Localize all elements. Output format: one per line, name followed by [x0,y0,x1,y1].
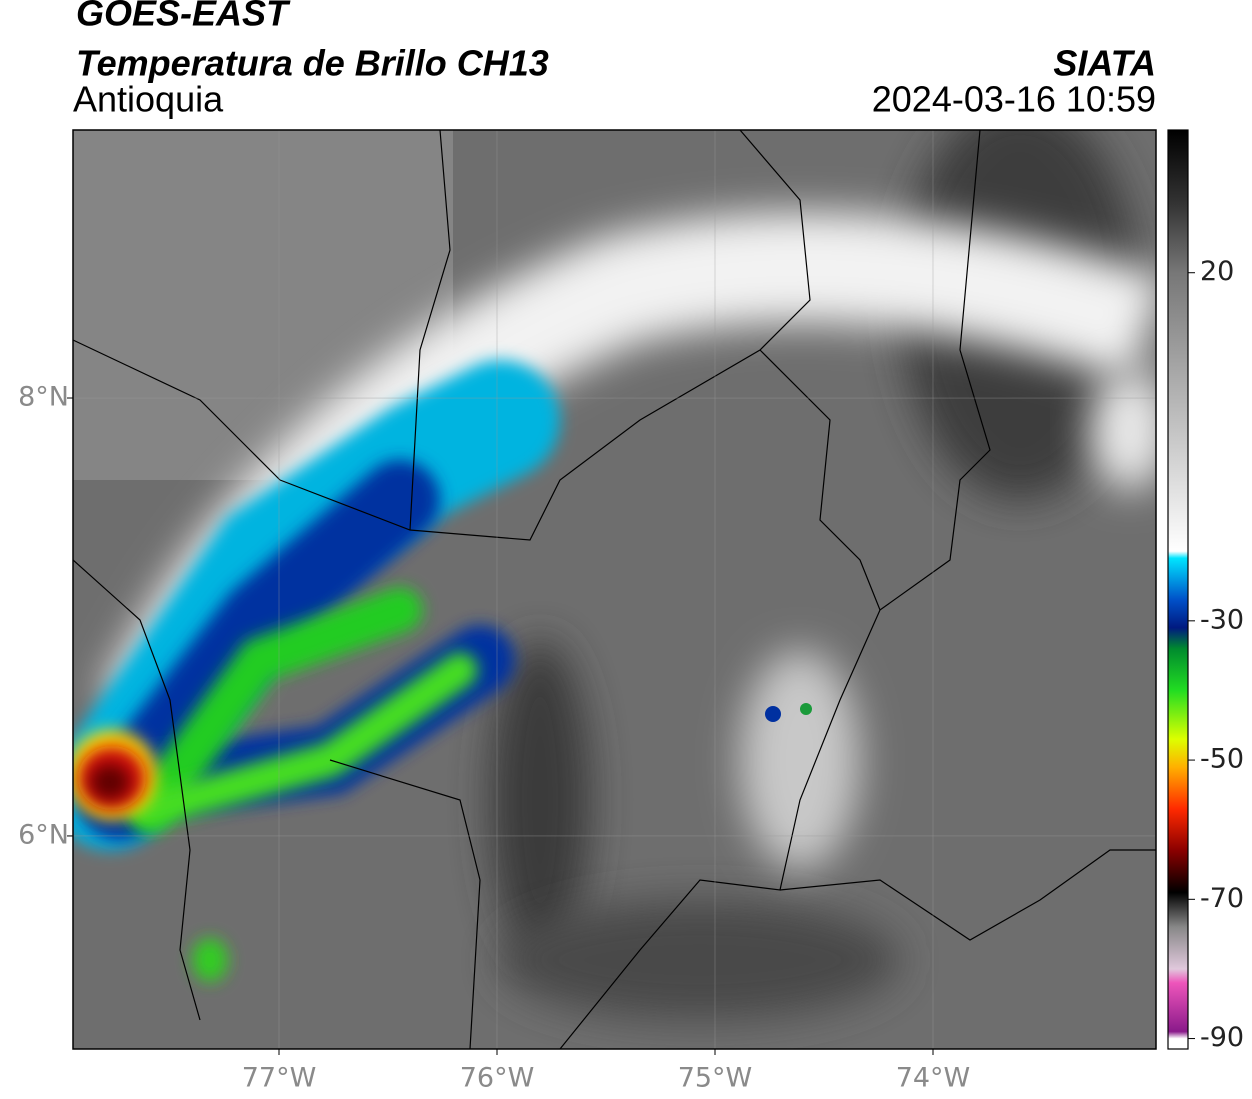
satellite-title: GOES-EAST [76,0,291,34]
x-tick-label: 77°W [242,1063,317,1094]
colorbar-tick-label: 20 [1200,256,1234,287]
coastline [73,559,201,1021]
storm-cell [800,703,812,715]
x-tick-label: 75°W [678,1063,753,1094]
coastline [73,339,281,481]
storm-cell [765,706,781,722]
satellite-image [73,130,1156,1049]
dark-area [500,900,900,1020]
dark-area [490,640,590,960]
product-title: Temperatura de Brillo CH13 [76,43,549,84]
cloud [740,650,860,870]
datetime-label: 2024-03-16 10:59 [872,79,1156,120]
colorbar-tick-label: -30 [1200,604,1244,635]
storm-cold-core [90,764,130,800]
storm-core [192,938,228,982]
colorbar [1167,129,1189,1050]
border-line [759,130,991,611]
storm-colder [80,460,440,840]
region-label: Antioquia [73,79,224,120]
institution-label: SIATA [1053,43,1156,84]
cloud [1090,370,1156,490]
map-axes: 77°W 76°W 75°W 74°W 8°N 6°N [18,130,1156,1094]
borders [73,130,1156,1049]
colorbar-tick-label: -50 [1200,744,1244,775]
border-line [329,759,481,1049]
border-line [279,130,811,541]
map-frame [72,129,1157,1050]
border-line [409,130,451,531]
y-tick-label: 6°N [18,819,69,850]
colorbar-tick-label: -90 [1200,1022,1244,1053]
x-tick-label: 76°W [460,1063,535,1094]
border-line [779,849,1156,941]
y-tick-label: 8°N [18,382,69,413]
colorbar-tick-label: -70 [1200,883,1244,914]
x-tick-label: 74°W [896,1063,971,1094]
storm-core [127,587,423,833]
